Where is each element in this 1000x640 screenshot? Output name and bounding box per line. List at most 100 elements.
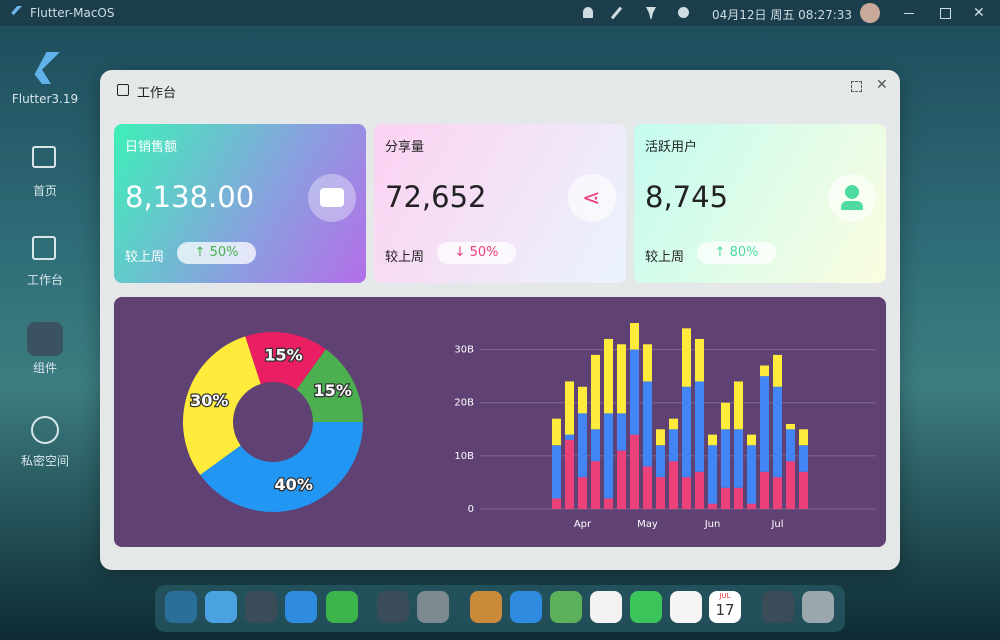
settings-icon[interactable] (678, 7, 689, 18)
sidebar-item[interactable]: 组件 (32, 361, 57, 375)
bar-segment (773, 354, 782, 387)
change-value: 80% (729, 245, 759, 260)
bar-segment (734, 487, 743, 509)
dock-icon[interactable] (590, 591, 622, 623)
bar-segment (799, 445, 808, 472)
sidebar-item[interactable]: 首页 (32, 184, 57, 198)
calendar-month: JUL (719, 592, 731, 600)
dock-icon[interactable] (326, 591, 358, 623)
window-title: Flutter-MacOS (30, 6, 115, 20)
app-logo (11, 6, 22, 16)
x-tick-label: May (637, 519, 658, 530)
bar-segment (578, 413, 587, 478)
bar-segment (747, 434, 756, 446)
dialog-title: 工作台 (137, 86, 177, 101)
slice-label: 15% (314, 381, 352, 400)
stat-card: 日销售额 8,138.00 较上周 ↑ 50% (114, 124, 366, 283)
y-tick-label: 30B (454, 345, 474, 356)
dock-icon[interactable] (550, 591, 582, 623)
dock-icon[interactable] (205, 591, 237, 623)
avatar[interactable] (860, 3, 880, 23)
card-value: 8,138.00 (125, 180, 255, 214)
dock-icon[interactable] (165, 591, 197, 623)
bar-segment (630, 323, 639, 350)
widgets-icon[interactable] (27, 322, 63, 356)
dock-icon[interactable] (802, 591, 834, 623)
bar-segment (669, 461, 678, 509)
close-dialog-button[interactable]: ✕ (876, 77, 888, 93)
change-value: 50% (469, 245, 499, 260)
bar-segment (773, 477, 782, 509)
card-value: 72,652 (385, 180, 487, 214)
bar-segment (695, 381, 704, 472)
dialog: 工作台 ✕ 日销售额 8,138.00 较上周 ↑ 50% 分享量 72,652… (100, 70, 900, 570)
dock: JUL 17 (155, 585, 845, 632)
slice-label: 40% (275, 475, 313, 494)
bar-segment (708, 445, 717, 504)
y-tick-label: 20B (454, 398, 474, 409)
y-tick-label: 0 (468, 504, 474, 515)
pie-slice (183, 336, 261, 475)
y-tick-label: 10B (454, 451, 474, 462)
flutter-logo (34, 52, 60, 84)
bar-segment (591, 429, 600, 462)
bar-segment (799, 429, 808, 446)
bar-segment (721, 402, 730, 430)
dock-icon[interactable] (377, 591, 409, 623)
bar-segment (695, 338, 704, 382)
bar-segment (656, 477, 665, 509)
home-icon[interactable] (32, 146, 56, 168)
sidebar-item[interactable]: 私密空间 (20, 454, 69, 468)
card-compare: 较上周 (385, 250, 425, 265)
maximize-button[interactable] (940, 8, 951, 19)
bar-segment (578, 386, 587, 414)
bar-segment (747, 445, 756, 504)
bar-segment (630, 434, 639, 509)
bar-segment (656, 445, 665, 478)
fullscreen-button[interactable] (851, 81, 862, 92)
card-change: ↑ 80% (697, 242, 776, 264)
wand-icon[interactable] (610, 6, 623, 20)
pie-slice (245, 332, 326, 390)
dock-icon[interactable] (670, 591, 702, 623)
privacy-icon[interactable] (31, 416, 59, 444)
bar-segment (786, 461, 795, 509)
pie-slice (200, 422, 363, 512)
dock-icon[interactable] (762, 591, 794, 623)
card-icon (828, 174, 876, 222)
bar-segment (617, 413, 626, 451)
bar-segment (617, 344, 626, 414)
dock-icon[interactable] (245, 591, 277, 623)
bar-segment (708, 434, 717, 446)
bar-segment (604, 413, 613, 499)
dock-icon[interactable] (630, 591, 662, 623)
sidebar-item[interactable]: 工作台 (26, 273, 63, 287)
bar-segment (565, 381, 574, 435)
dock-icon[interactable] (510, 591, 542, 623)
slice-label: 30% (190, 391, 228, 410)
bar-segment (786, 429, 795, 462)
bar-segment (760, 365, 769, 377)
bell-icon[interactable] (583, 7, 593, 18)
x-tick-label: Apr (574, 519, 592, 530)
card-compare: 较上周 (645, 250, 685, 265)
menu-bar: Flutter-MacOS 04月12日 周五 08:27:33 ✕ (0, 0, 1000, 26)
pin-icon[interactable] (646, 7, 656, 19)
close-button[interactable]: ✕ (973, 5, 985, 21)
card-value: 8,745 (645, 180, 729, 214)
bar-segment (630, 349, 639, 435)
bar-segment (799, 471, 808, 509)
bar-segment (656, 429, 665, 446)
bar-segment (617, 450, 626, 509)
bar-segment (565, 434, 574, 440)
dock-icon[interactable] (470, 591, 502, 623)
dock-icon[interactable] (285, 591, 317, 623)
dock-icon[interactable] (417, 591, 449, 623)
bar-segment (591, 354, 600, 430)
dashboard-icon[interactable] (32, 236, 56, 260)
bar-segment (643, 381, 652, 467)
card-icon: ⋖ (568, 174, 616, 222)
bar-segment (786, 423, 795, 430)
minimize-button[interactable] (904, 13, 914, 14)
calendar-app[interactable]: JUL 17 (709, 591, 741, 623)
